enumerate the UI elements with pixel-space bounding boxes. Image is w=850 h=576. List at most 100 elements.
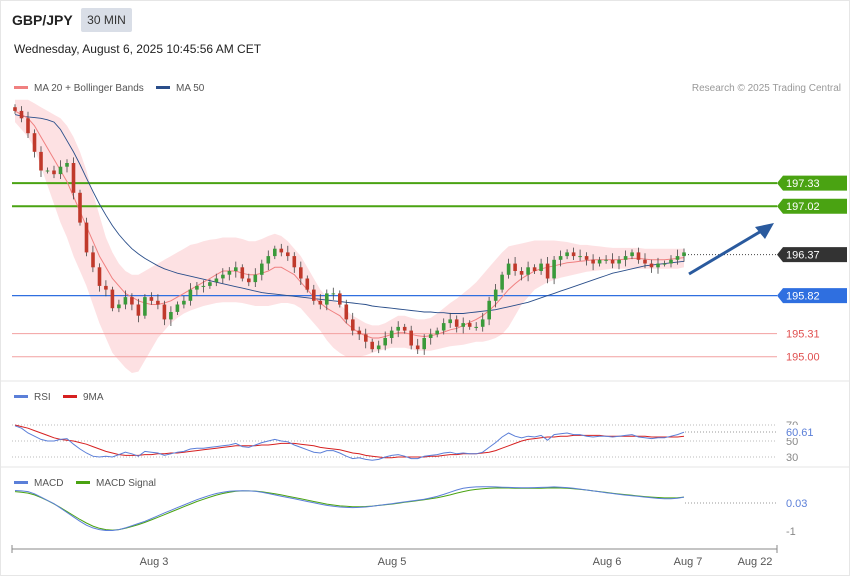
- symbol-title: GBP/JPY: [12, 12, 73, 28]
- candle-body: [39, 151, 43, 171]
- candle-body: [117, 304, 121, 309]
- candle-body: [435, 330, 439, 335]
- candle-body: [305, 278, 310, 290]
- credit-label: Research © 2025 Trading Central: [692, 83, 841, 94]
- bollinger-band-area: [15, 99, 684, 373]
- rsi-value-label: 60.61: [786, 427, 814, 439]
- macd-legend: MACD MACD Signal: [14, 478, 156, 489]
- candle-body: [552, 259, 556, 279]
- candle-body: [338, 293, 342, 305]
- candle-body: [331, 293, 336, 295]
- candle-body: [182, 300, 186, 305]
- candle-body: [630, 252, 634, 257]
- candle-body: [480, 319, 485, 327]
- candle-body: [71, 163, 76, 193]
- candle-body: [58, 166, 63, 175]
- level-label: 195.82: [786, 291, 820, 303]
- legend-swatch-ma50: [156, 86, 170, 89]
- forecast-arrow-shaft: [688, 228, 764, 276]
- candle-body: [162, 304, 167, 320]
- candle-body: [65, 163, 69, 167]
- candle-body: [448, 319, 452, 324]
- candlestick-series: [13, 104, 686, 355]
- candle-body: [402, 326, 407, 331]
- level-label: 195.00: [786, 352, 820, 364]
- candle-body: [208, 282, 212, 286]
- candle-body: [325, 293, 329, 305]
- candle-body: [422, 338, 426, 350]
- rsi-ma-line: [14, 424, 685, 459]
- legend-label-macd-signal: MACD Signal: [96, 478, 156, 489]
- legend-label-ma50: MA 50: [176, 83, 205, 94]
- candle-body: [175, 304, 180, 312]
- candle-body: [461, 323, 465, 327]
- candle-body: [383, 338, 387, 346]
- candle-body: [351, 319, 355, 331]
- timeframe-button[interactable]: 30 MIN: [81, 8, 132, 32]
- candle-body: [221, 274, 225, 279]
- candle-body: [136, 304, 141, 316]
- candle-body: [513, 263, 517, 271]
- candle-body: [286, 252, 290, 257]
- x-label-aug7: Aug 7: [674, 556, 703, 568]
- candle-body: [519, 271, 524, 275]
- rsi-tick-50: 50: [786, 436, 798, 448]
- macd-tick-current: 0.03: [786, 498, 807, 510]
- forecast-arrow: [688, 223, 774, 276]
- legend-swatch-macd: [14, 481, 28, 484]
- candle-body: [260, 263, 264, 275]
- candle-body: [656, 263, 660, 268]
- candle-body: [312, 289, 316, 301]
- candle-body: [201, 285, 206, 287]
- rsi-line: [14, 425, 685, 461]
- candle-body: [13, 107, 17, 111]
- candle-body: [669, 259, 673, 264]
- datetime-label: Wednesday, August 6, 2025 10:45:56 AM CE…: [14, 42, 262, 56]
- candle-body: [169, 312, 173, 320]
- candle-body: [123, 297, 128, 305]
- rsi-tick-30: 30: [786, 452, 798, 464]
- x-label-aug22: Aug 22: [738, 556, 773, 568]
- rsi-legend: RSI 9MA: [14, 392, 104, 403]
- rsi-value-bg: [783, 425, 819, 438]
- candle-body: [636, 252, 641, 260]
- legend-swatch-rsi: [14, 395, 28, 398]
- level-label: 195.31: [786, 329, 820, 341]
- candle-body: [376, 345, 381, 350]
- candle-body: [539, 263, 543, 271]
- candle-body: [344, 304, 349, 320]
- candle-body: [558, 256, 563, 260]
- candle-body: [104, 285, 108, 290]
- candle-body: [662, 263, 667, 265]
- candle-body: [234, 267, 238, 271]
- candle-body: [649, 263, 654, 268]
- candle-body: [526, 267, 530, 275]
- macd-line: [14, 486, 685, 531]
- legend-label-rsi: RSI: [34, 392, 51, 403]
- candle-body: [84, 222, 89, 253]
- candle-body: [428, 334, 433, 338]
- level-tag-current: [777, 247, 847, 263]
- candle-body: [195, 285, 199, 290]
- level-tag-resistance: [777, 175, 847, 191]
- candle-body: [130, 297, 134, 305]
- candle-body: [487, 300, 491, 320]
- candle-body: [454, 319, 459, 327]
- level-labels: 197.33 197.02 196.37 195.82 195.31 195.00: [777, 175, 847, 364]
- candle-body: [32, 133, 37, 152]
- candle-body: [266, 256, 271, 264]
- candle-body: [617, 259, 621, 264]
- price-legend: MA 20 + Bollinger Bands MA 50: [14, 83, 205, 94]
- candle-body: [52, 170, 56, 175]
- candle-body: [227, 271, 232, 275]
- candle-body: [19, 110, 24, 119]
- candle-body: [584, 256, 589, 260]
- candle-body: [441, 323, 446, 331]
- x-axis: Aug 3 Aug 5 Aug 6 Aug 7 Aug 22: [11, 545, 778, 568]
- level-lines: [12, 182, 777, 358]
- candle-body: [273, 248, 277, 257]
- candle-body: [623, 256, 628, 260]
- ma20-line: [14, 110, 685, 339]
- candle-body: [91, 252, 95, 268]
